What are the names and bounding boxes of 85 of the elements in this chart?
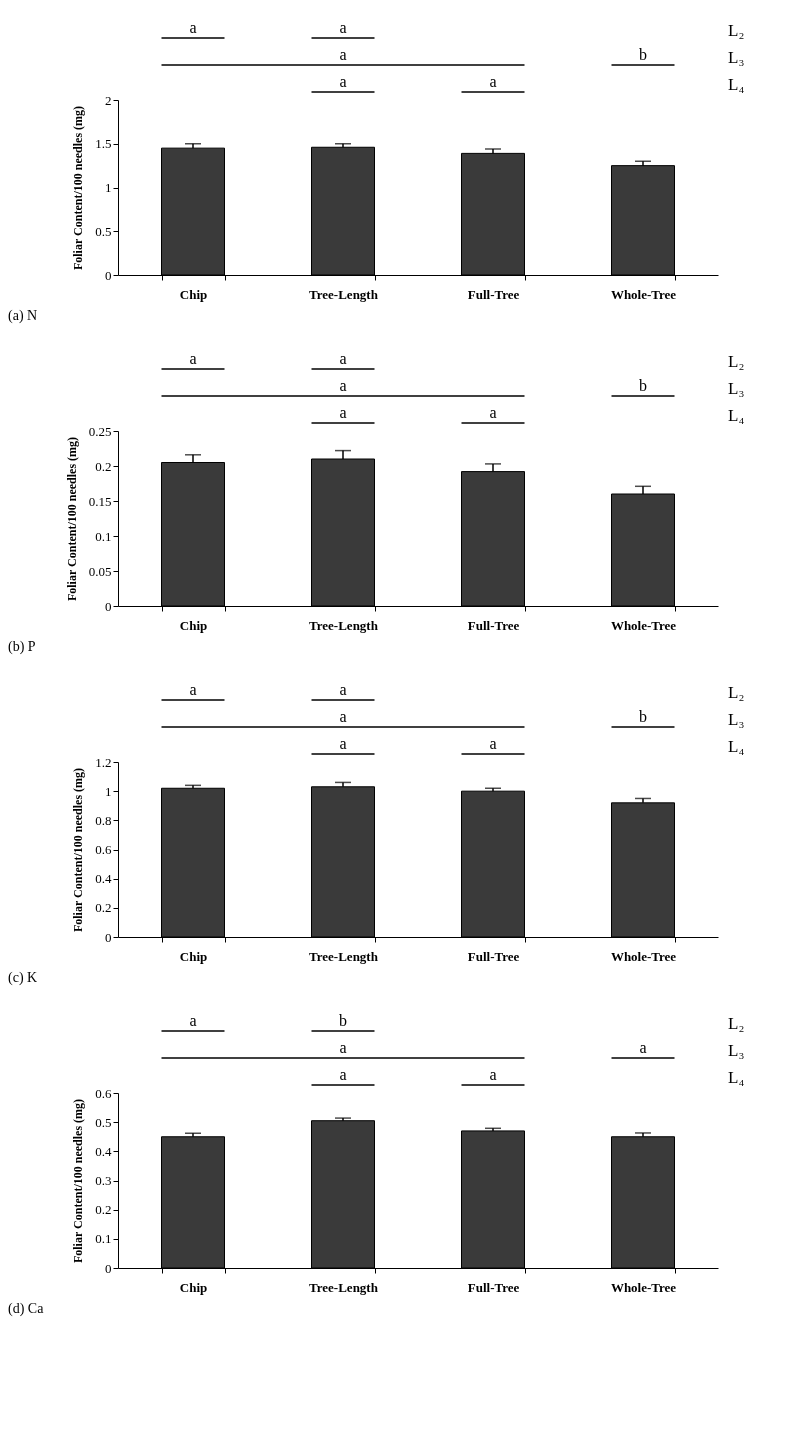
text: a [189,681,197,698]
text: L₃ [728,1041,745,1060]
text: b [639,377,647,394]
x-tick-label: Chip [179,1279,208,1295]
y-tick-label: 0.1 [95,1231,112,1247]
x-tick-label: Full-Tree [467,617,520,633]
text: L₂ [728,352,745,371]
y-tick-label: 0.3 [95,1173,112,1188]
text: L₃ [728,379,745,398]
text: a [339,73,347,90]
y-tick-label: 1.2 [95,754,112,770]
y-tick-label: 1 [105,783,112,799]
text: a [339,1066,347,1083]
text: a [189,19,197,36]
text: (c) K [8,970,38,986]
y-tick-label: 0.5 [95,223,112,239]
text: b [639,46,647,63]
text: a [339,404,347,421]
y-axis-title: Foliar Content/100 needles (mg) [64,436,79,602]
x-tick-label: Whole-Tree [610,948,677,964]
text: L₃ [728,48,745,67]
y-axis-title: Foliar Content/100 needles (mg) [71,767,86,933]
x-tick-label: Tree-Length [309,286,379,302]
text: L₂ [728,21,745,40]
x-tick-label: Full-Tree [467,286,520,302]
text: a [489,735,497,752]
y-axis-title: Foliar Content/100 needles (mg) [71,105,86,271]
y-tick-label: 0.6 [95,1085,112,1101]
y-tick-label: 0.4 [95,871,112,887]
x-tick-label: Whole-Tree [610,617,677,633]
y-tick-label: 1.5 [95,136,112,152]
text: (a) N [8,308,38,324]
text: a [489,73,497,90]
x-tick-label: Chip [179,286,208,302]
text: a [339,708,347,725]
text: (d) Ca [8,1301,45,1317]
y-tick-label: 0.15 [88,493,112,509]
text: a [339,46,347,63]
text: a [489,1066,497,1083]
x-tick-label: Chip [179,948,208,964]
y-tick-label: 1 [105,180,112,195]
y-tick-label: 0.25 [88,423,112,439]
x-tick-label: Full-Tree [467,948,520,964]
text: L₄ [728,75,745,94]
text: a [639,1039,647,1056]
y-tick-label: 2 [105,92,112,108]
y-tick-label: 0 [105,267,112,283]
y-tick-label: 0.4 [95,1143,112,1159]
x-tick-label: Chip [179,617,208,633]
text: a [339,19,347,36]
y-tick-label: 0.5 [95,1114,112,1130]
y-axis-title: Foliar Content/100 needles (mg) [71,1098,86,1264]
text: L₄ [728,1068,745,1087]
text: L₄ [728,737,745,756]
y-tick-label: 0.6 [95,842,112,857]
text: a [189,350,197,367]
text: b [339,1012,347,1029]
x-tick-label: Tree-Length [309,617,379,633]
x-tick-label: Whole-Tree [610,286,677,302]
y-tick-label: 0 [105,929,112,945]
y-tick-label: 0.2 [95,900,112,916]
y-tick-label: 0.1 [95,528,112,544]
y-tick-label: 0.05 [88,563,112,579]
text: a [339,377,347,394]
y-tick-label: 0 [105,598,112,614]
x-tick-label: Whole-Tree [610,1279,677,1295]
y-tick-label: 0.2 [95,1202,112,1218]
text: (b) P [8,639,36,655]
x-tick-label: Tree-Length [309,1279,379,1295]
text: a [489,404,497,421]
y-tick-label: 0 [105,1260,112,1276]
text: a [189,1012,197,1029]
text: a [339,681,347,698]
text: L₄ [728,406,745,425]
x-tick-label: Tree-Length [309,948,379,964]
text: a [339,1039,347,1056]
text: L₃ [728,710,745,729]
x-tick-label: Full-Tree [467,1279,520,1295]
text: L₂ [728,1014,745,1033]
text: L₂ [728,683,745,702]
y-tick-label: 0.8 [95,812,112,828]
text: b [639,708,647,725]
text: a [339,350,347,367]
text: a [339,735,347,752]
y-tick-label: 0.2 [95,458,112,474]
